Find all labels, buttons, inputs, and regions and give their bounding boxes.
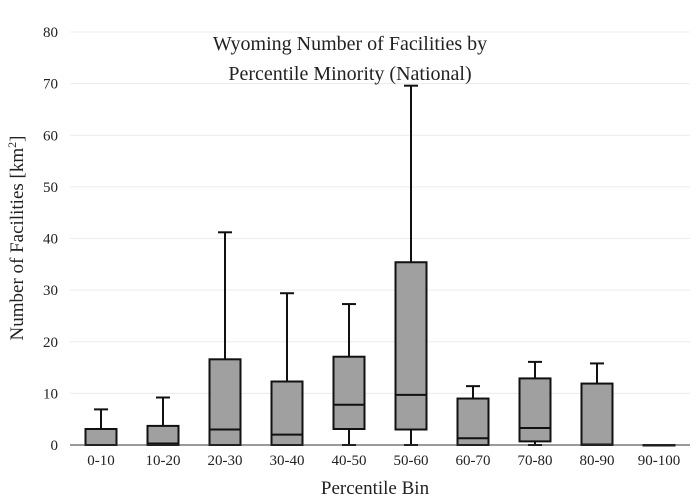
y-tick-label: 0 bbox=[51, 438, 59, 454]
box-70-80 bbox=[520, 362, 551, 445]
x-tick-label: 70-80 bbox=[518, 453, 553, 469]
x-tick-label: 50-60 bbox=[394, 453, 429, 469]
x-tick-label: 20-30 bbox=[208, 453, 243, 469]
box-body bbox=[210, 359, 241, 445]
x-tick-label: 10-20 bbox=[146, 453, 181, 469]
x-tick-label: 40-50 bbox=[332, 453, 367, 469]
box-body bbox=[148, 426, 179, 445]
y-tick-label: 80 bbox=[43, 25, 58, 41]
x-tick-label: 0-10 bbox=[87, 453, 115, 469]
y-tick-label: 20 bbox=[43, 335, 58, 351]
box-40-50 bbox=[334, 304, 365, 445]
x-tick-label: 80-90 bbox=[580, 453, 615, 469]
box-80-90 bbox=[582, 363, 613, 445]
box-60-70 bbox=[458, 386, 489, 445]
box-body bbox=[396, 262, 427, 429]
box-30-40 bbox=[272, 293, 303, 445]
box-body bbox=[582, 384, 613, 445]
y-tick-label: 50 bbox=[43, 180, 58, 196]
box-0-10 bbox=[86, 409, 117, 445]
y-tick-label: 40 bbox=[43, 232, 58, 248]
y-tick-label: 10 bbox=[43, 386, 58, 402]
y-axis-title: Number of Facilities [km2] bbox=[5, 136, 28, 341]
boxes bbox=[86, 86, 675, 446]
y-tick-labels: 0 10 20 30 40 50 60 70 80 bbox=[43, 25, 58, 454]
x-tick-label: 30-40 bbox=[270, 453, 305, 469]
box-10-20 bbox=[148, 398, 179, 445]
y-axis-title-main: Number of Facilities [km bbox=[7, 148, 28, 341]
y-axis-title-close: ] bbox=[7, 136, 28, 142]
chart-title-line-1: Wyoming Number of Facilities by bbox=[213, 33, 487, 55]
box-50-60 bbox=[396, 86, 427, 445]
box-body bbox=[86, 429, 117, 445]
x-axis-title: Percentile Bin bbox=[321, 478, 430, 499]
x-tick-label: 90-100 bbox=[638, 453, 681, 469]
chart-title-line-2: Percentile Minority (National) bbox=[228, 63, 471, 85]
y-tick-label: 70 bbox=[43, 77, 58, 93]
x-tick-label: 60-70 bbox=[456, 453, 491, 469]
box-body bbox=[520, 378, 551, 441]
box-body bbox=[334, 357, 365, 429]
y-tick-label: 60 bbox=[43, 128, 58, 144]
grid-lines bbox=[70, 32, 690, 393]
box-20-30 bbox=[210, 232, 241, 445]
x-tick-labels: 0-10 10-20 20-30 30-40 40-50 50-60 60-70 70-80 8… bbox=[87, 453, 680, 469]
y-tick-label: 30 bbox=[43, 283, 58, 299]
